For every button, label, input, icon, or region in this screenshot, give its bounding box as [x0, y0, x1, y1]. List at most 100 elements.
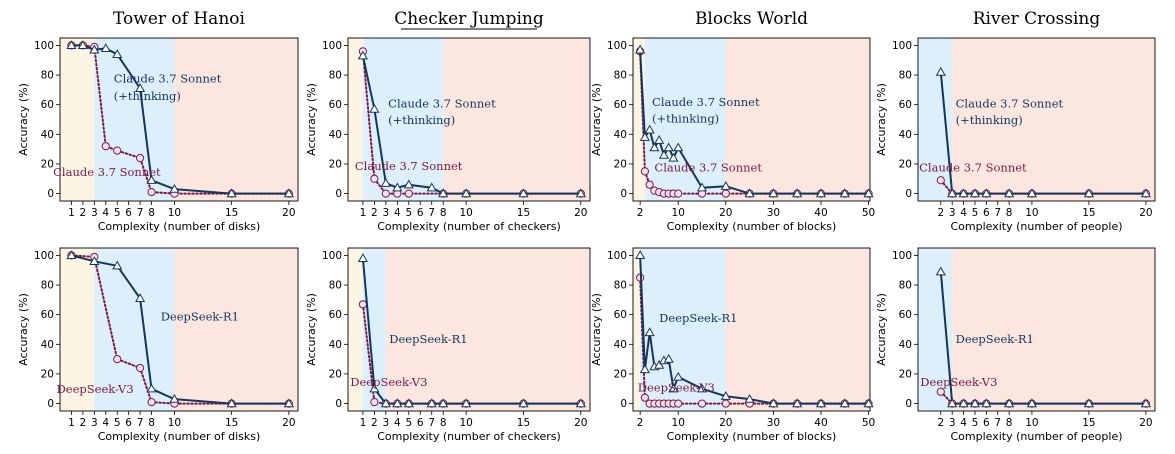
x-tick-label: 3 — [949, 207, 956, 219]
x-tick-label: 7 — [137, 207, 144, 219]
data-point-triangle — [1140, 188, 1151, 198]
data-point-triangle — [226, 188, 237, 198]
data-point-triangle — [673, 371, 684, 381]
data-point-triangle — [839, 188, 850, 198]
data-point-circle — [147, 188, 156, 197]
region-low — [348, 38, 363, 201]
data-point-triangle — [380, 398, 391, 408]
data-point-triangle — [1004, 398, 1015, 408]
x-tick-label: 3 — [383, 417, 390, 429]
x-tick-label: 7 — [428, 417, 435, 429]
chart-panel-6: 0 20 40 60 80 100 1 2 3 4 5 6 7 8 10 15 20 Complexity (nu… — [305, 247, 591, 443]
y-tick-label: 40 — [899, 129, 912, 141]
axes-frame — [632, 247, 871, 412]
data-point-triangle — [169, 393, 180, 403]
series-thinking — [66, 250, 294, 408]
data-point-triangle — [66, 250, 77, 260]
y-tick-label: 0 — [47, 188, 54, 200]
data-point-triangle — [649, 142, 660, 152]
x-tick-label: 2 — [371, 417, 378, 429]
thinking-model-label: DeepSeek-R1 — [389, 332, 467, 346]
data-point-circle — [113, 146, 122, 155]
x-tick-label: 7 — [994, 417, 1001, 429]
data-point-triangle — [863, 398, 874, 408]
x-tick-label: 4 — [394, 207, 401, 219]
data-point-circle — [674, 189, 683, 198]
data-point-triangle — [935, 66, 946, 76]
nonthinking-model-label: Claude 3.7 Sonnet — [654, 160, 762, 174]
thinking-model-label: Claude 3.7 Sonnet — [388, 97, 496, 111]
data-point-triangle — [668, 383, 679, 393]
y-tick-label: 60 — [329, 309, 342, 321]
x-tick-label: 20 — [282, 207, 295, 219]
data-point-triangle — [639, 132, 650, 141]
x-tick-label: 7 — [137, 417, 144, 429]
x-tick-label: 30 — [767, 207, 780, 219]
y-axis-label: Accuracy (%) — [17, 83, 30, 156]
x-tick-label: 20 — [1139, 207, 1152, 219]
x-tick-label: 10 — [1025, 417, 1038, 429]
data-point-triangle — [392, 182, 403, 192]
x-tick-label: 50 — [862, 207, 875, 219]
y-tick-label: 20 — [329, 368, 342, 380]
data-point-circle — [370, 174, 379, 183]
data-point-triangle — [1004, 188, 1015, 198]
x-tick-label: 2 — [937, 207, 944, 219]
data-point-triangle — [77, 40, 88, 50]
y-tick-label: 40 — [614, 129, 627, 141]
data-point-triangle — [426, 398, 437, 408]
series-thinking — [635, 250, 874, 408]
region-high — [385, 248, 590, 411]
x-tick-label: 8 — [148, 207, 155, 219]
x-tick-label: 5 — [972, 417, 979, 429]
data-point-triangle — [135, 83, 146, 93]
chart-panel-2: 0 20 40 60 80 100 1 2 3 4 5 6 7 8 10 15 20 Complexity (nu… — [305, 9, 591, 233]
region-high — [443, 38, 590, 201]
y-tick-label: 80 — [614, 70, 627, 82]
data-point-circle — [640, 393, 649, 402]
y-tick-label: 40 — [41, 339, 54, 351]
x-tick-label: 6 — [983, 417, 990, 429]
data-point-triangle — [146, 175, 157, 184]
axes-frame — [347, 37, 591, 202]
y-tick-label: 40 — [614, 339, 627, 351]
region-mid — [918, 38, 953, 201]
x-tick-label: 5 — [972, 207, 979, 219]
y-tick-label: 80 — [41, 280, 54, 292]
region-high — [725, 248, 870, 411]
y-tick-label: 0 — [335, 188, 342, 200]
x-axis-label: Complexity (number of people) — [950, 220, 1122, 233]
data-point-circle — [697, 399, 707, 408]
y-tick-label: 60 — [614, 99, 627, 111]
y-axis-label: Accuracy (%) — [17, 293, 30, 366]
x-axis-label: Complexity (number of disks) — [98, 220, 261, 233]
y-axis-label: Accuracy (%) — [305, 83, 318, 156]
region-high — [952, 248, 1155, 411]
x-tick-label: 5 — [114, 417, 121, 429]
data-point-triangle — [461, 398, 472, 408]
y-tick-label: 0 — [335, 398, 342, 410]
x-axis-label: Complexity (number of disks) — [98, 430, 261, 443]
series-thinking-line — [71, 44, 289, 195]
chart-panel-4: 0 20 40 60 80 100 2 3 4 5 6 7 8 10 15 20 Complexity (num… — [875, 9, 1156, 233]
x-tick-label: 8 — [440, 417, 447, 429]
y-axis-label: Accuracy (%) — [875, 293, 888, 366]
data-point-circle — [135, 153, 145, 163]
data-point-triangle — [654, 359, 665, 369]
x-tick-label: 15 — [517, 417, 530, 429]
x-tick-label: 6 — [417, 207, 424, 219]
series-thinking — [357, 50, 586, 198]
data-point-triangle — [696, 383, 708, 393]
data-point-triangle — [981, 188, 992, 198]
data-point-triangle — [663, 142, 674, 152]
data-point-triangle — [283, 398, 294, 408]
data-point-circle — [381, 189, 390, 198]
series-thinking-line — [361, 258, 581, 405]
y-tick-label: 0 — [905, 398, 912, 410]
x-tick-label: 2 — [637, 417, 644, 429]
thinking-model-label: (+thinking) — [114, 89, 181, 103]
x-tick-label: 6 — [417, 417, 424, 429]
y-tick-label: 20 — [329, 158, 342, 170]
x-tick-label: 3 — [91, 417, 98, 429]
x-tick-label: 20 — [574, 417, 587, 429]
